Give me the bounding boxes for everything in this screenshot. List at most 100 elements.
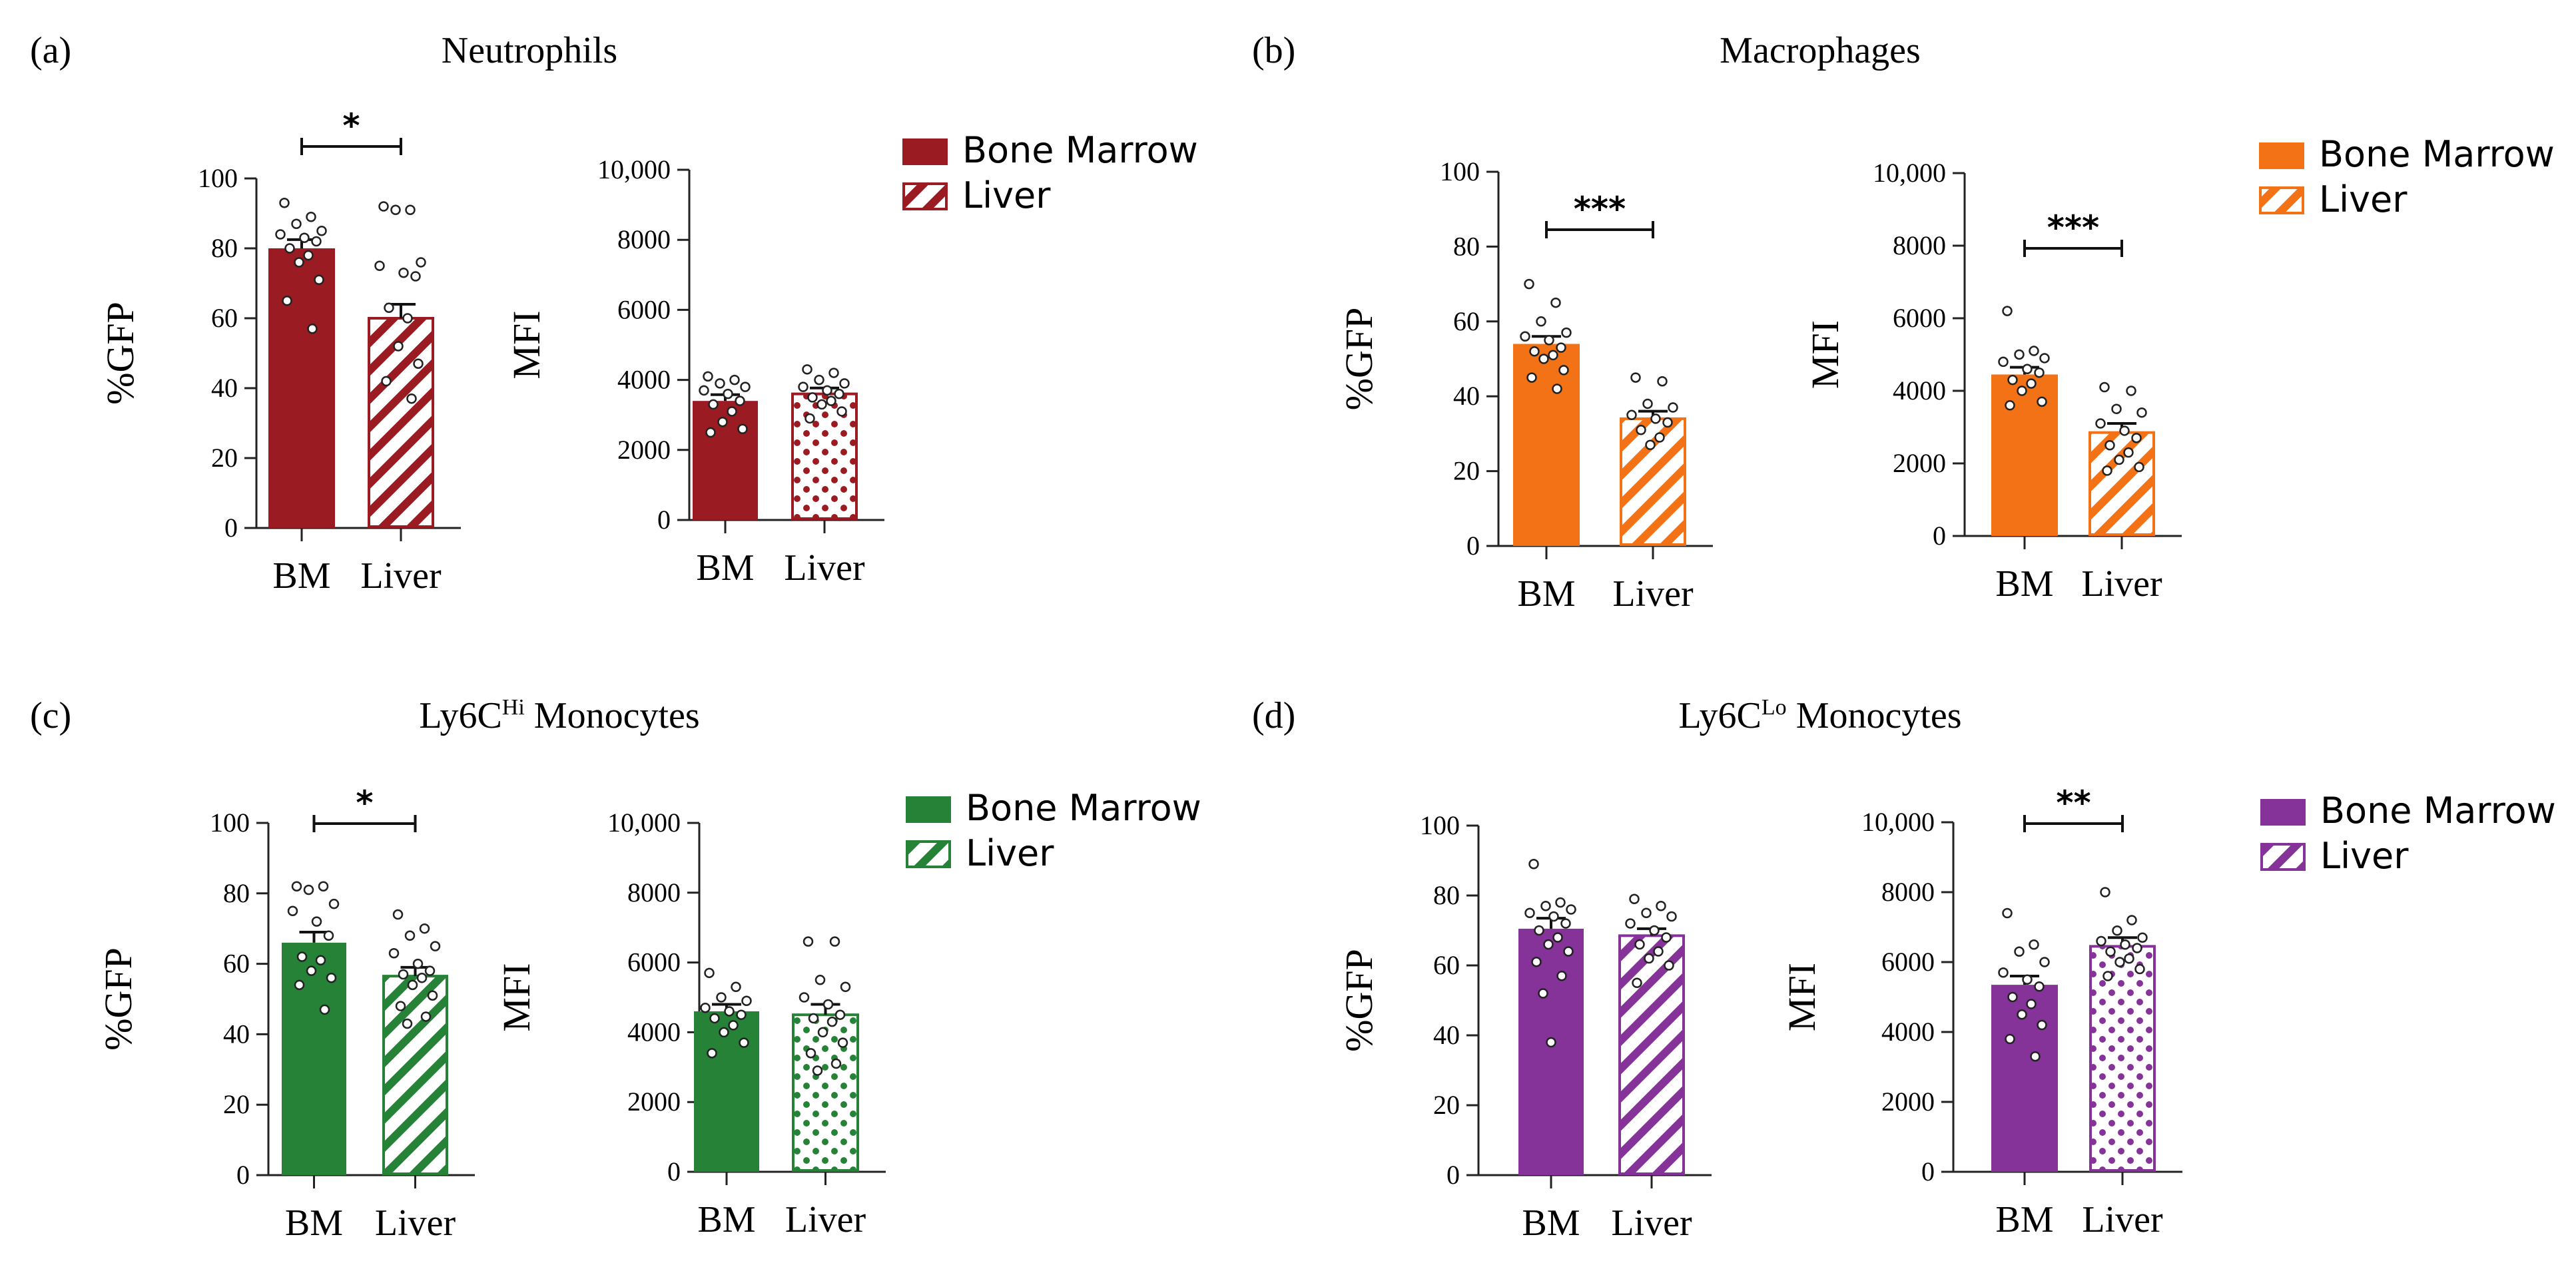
y-tick-label: 0 bbox=[1447, 1160, 1460, 1190]
data-point bbox=[1998, 967, 2009, 978]
chart-neutrophils-mfi: 0 2000 4000 6000 8000 10,000 MFI BM Liver bbox=[505, 154, 884, 589]
data-point bbox=[378, 201, 389, 212]
panel-c-title-main: Ly6C bbox=[419, 695, 501, 736]
x-tick-label-liver: Liver bbox=[2082, 1199, 2163, 1240]
data-point bbox=[374, 260, 385, 271]
data-point bbox=[1556, 342, 1566, 353]
data-point bbox=[703, 371, 713, 382]
data-point bbox=[2029, 939, 2039, 950]
x-tick-label-liver: Liver bbox=[360, 555, 442, 597]
data-point bbox=[2123, 447, 2134, 458]
legend-c-bm-label: Bone Marrow bbox=[966, 787, 1201, 829]
data-point bbox=[736, 1009, 747, 1020]
data-point bbox=[1558, 365, 1569, 376]
y-tick-label: 40 bbox=[1453, 381, 1480, 411]
data-point bbox=[715, 378, 725, 389]
data-point bbox=[2034, 368, 2045, 378]
y-tick-label: 0 bbox=[1921, 1156, 1935, 1186]
data-point bbox=[1531, 957, 1542, 967]
data-point bbox=[723, 388, 733, 399]
data-point bbox=[1555, 897, 1566, 908]
data-point bbox=[1654, 432, 1665, 443]
y-tick-label: 4000 bbox=[627, 1017, 681, 1047]
data-point bbox=[392, 909, 404, 920]
legend-d-bm-label: Bone Marrow bbox=[2320, 790, 2556, 832]
bar-liver bbox=[792, 1013, 859, 1172]
data-point bbox=[303, 884, 314, 895]
y-tick-label: 20 bbox=[1453, 456, 1480, 486]
data-point bbox=[1998, 356, 2009, 368]
data-point bbox=[836, 406, 847, 417]
data-point bbox=[296, 951, 308, 962]
y-axis-label: %GFP bbox=[97, 947, 140, 1051]
y-tick-label: 20 bbox=[1433, 1090, 1460, 1120]
data-point bbox=[2114, 957, 2125, 967]
legend-b-bm-label: Bone Marrow bbox=[2319, 133, 2555, 175]
data-point bbox=[1536, 316, 1546, 327]
y-tick-label: 2000 bbox=[1881, 1087, 1935, 1117]
data-point bbox=[1538, 354, 1549, 364]
data-point bbox=[1552, 932, 1563, 943]
data-point bbox=[1650, 413, 1661, 424]
data-point bbox=[826, 395, 836, 406]
data-point bbox=[829, 936, 840, 947]
data-point bbox=[716, 992, 727, 1003]
panel-c-title-sup: Hi bbox=[502, 695, 525, 720]
data-point bbox=[395, 1001, 406, 1011]
data-point bbox=[284, 243, 295, 254]
data-point bbox=[398, 268, 409, 278]
data-point bbox=[2095, 418, 2106, 429]
data-point bbox=[311, 916, 322, 927]
data-point bbox=[1662, 417, 1673, 428]
legend-a: Bone Marrow Liver bbox=[902, 129, 1198, 216]
data-point bbox=[822, 999, 834, 1010]
data-point bbox=[1653, 946, 1664, 957]
data-point bbox=[1538, 988, 1548, 999]
data-point bbox=[798, 382, 808, 392]
bar-bm bbox=[1518, 928, 1584, 1175]
data-point bbox=[406, 393, 417, 404]
y-tick-label: 6000 bbox=[1893, 303, 1946, 333]
y-tick-label: 60 bbox=[211, 303, 238, 333]
data-point bbox=[1649, 925, 1660, 936]
data-point bbox=[2014, 349, 2025, 360]
data-point bbox=[2124, 953, 2134, 964]
legend-d-liver-swatch bbox=[2260, 843, 2306, 871]
data-point bbox=[294, 979, 305, 991]
data-point bbox=[830, 1058, 842, 1069]
data-point bbox=[410, 271, 421, 282]
y-tick-label: 4000 bbox=[1893, 376, 1946, 405]
data-point bbox=[2005, 1033, 2015, 1045]
data-point bbox=[413, 358, 424, 369]
data-point bbox=[834, 1009, 846, 1020]
data-point bbox=[2005, 400, 2015, 411]
y-axis-label: MFI bbox=[495, 963, 538, 1031]
data-point bbox=[808, 1013, 819, 1024]
chart-macrophages-gfp: 0 20 40 60 80 100 %GFP BM Liver *** bbox=[1337, 156, 1713, 615]
data-point bbox=[1630, 372, 1641, 383]
y-tick-label: 10,000 bbox=[607, 808, 681, 838]
data-point bbox=[1656, 901, 1666, 911]
data-point bbox=[1524, 278, 1534, 290]
panel-d-title-sup: Lo bbox=[1762, 695, 1787, 720]
y-tick-label: 20 bbox=[223, 1089, 250, 1119]
x-tick-label-liver: Liver bbox=[785, 1199, 866, 1240]
data-point bbox=[419, 923, 430, 934]
data-point bbox=[2026, 999, 2037, 1009]
data-point bbox=[2099, 382, 2110, 393]
bar-bm bbox=[1991, 374, 2058, 536]
data-point bbox=[805, 1048, 816, 1059]
data-point bbox=[708, 399, 719, 410]
panel-a-header: (a) Neutrophils bbox=[30, 30, 617, 71]
data-point bbox=[2007, 374, 2018, 385]
chart-neutrophils-gfp: 0 20 40 60 80 100 %GFP BM Liver * bbox=[99, 107, 461, 597]
data-point bbox=[1645, 439, 1656, 451]
data-point bbox=[2007, 991, 2018, 1003]
data-point bbox=[2120, 939, 2130, 950]
data-point bbox=[707, 1048, 717, 1059]
data-point bbox=[318, 881, 329, 892]
data-point bbox=[724, 1006, 735, 1017]
data-point bbox=[1641, 907, 1652, 918]
x-tick-label-bm: BM bbox=[1995, 1199, 2053, 1240]
legend-c-bm-swatch bbox=[906, 796, 951, 823]
